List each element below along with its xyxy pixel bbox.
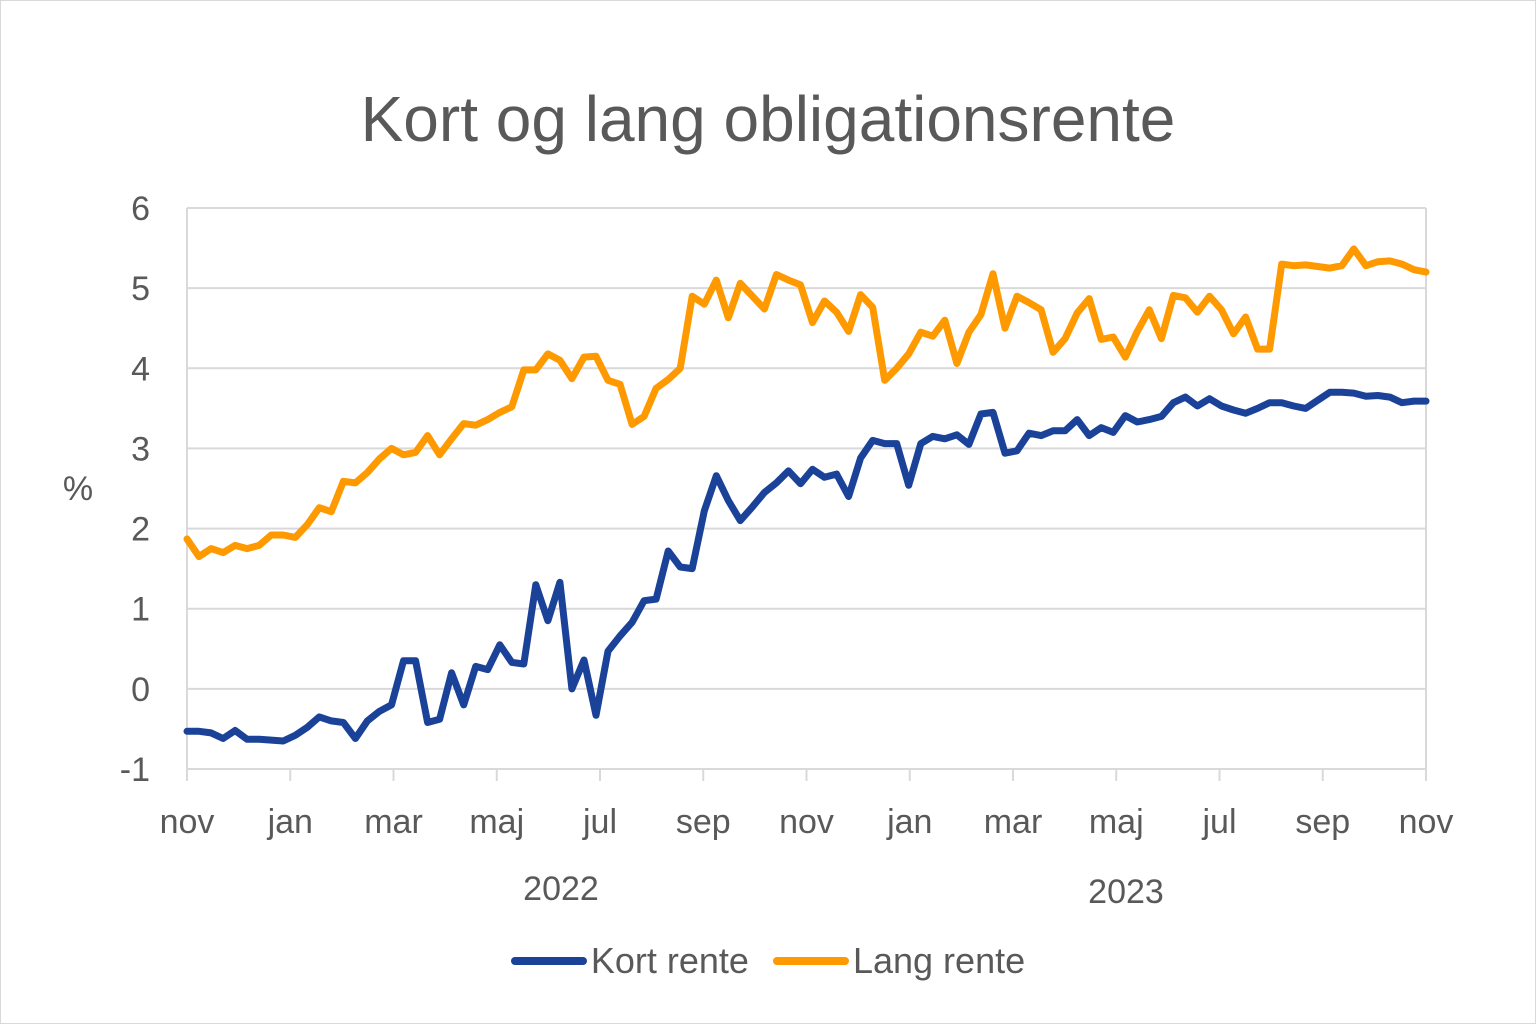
x-tick-label: nov: [160, 803, 215, 841]
series-line: [183, 388, 1430, 745]
y-tick-label: -1: [120, 751, 150, 789]
gridlines: [186, 207, 1427, 781]
y-tick-label: 3: [131, 430, 150, 468]
chart-title: Kort og lang obligationsrente: [360, 83, 1176, 155]
x-tick-label: jul: [1201, 803, 1236, 841]
legend-item-kort-rente: Kort rente: [510, 940, 749, 982]
x-tick-label: mar: [364, 803, 423, 841]
x-tick-label: jul: [582, 803, 617, 841]
x-tick-label: nov: [1399, 803, 1454, 841]
legend-swatch-kort: [510, 957, 587, 965]
year-label: 2022: [523, 870, 599, 908]
year-label: 2023: [1088, 873, 1164, 911]
x-tick-label: sep: [1295, 803, 1350, 841]
y-tick-label: 5: [131, 270, 150, 308]
legend-item-lang-rente: Lang rente: [772, 940, 1026, 982]
legend-label-lang: Lang rente: [852, 940, 1026, 981]
x-tick-label: jan: [886, 803, 932, 841]
data-lines: [183, 245, 1430, 745]
x-tick-label: maj: [1089, 803, 1144, 841]
x-axis-year-labels: 2022 2023: [523, 870, 1164, 911]
y-tick-label: 2: [131, 511, 150, 549]
series-line: [183, 245, 1430, 561]
x-tick-label: nov: [779, 803, 834, 841]
x-tick-label: maj: [469, 803, 524, 841]
legend-label-kort: Kort rente: [590, 940, 749, 981]
legend-swatch-lang: [772, 957, 849, 965]
y-tick-label: 6: [131, 190, 150, 228]
legend: Kort rente Lang rente: [0, 940, 1536, 982]
y-axis-ticks: -1 0 1 2 3 4 5 6: [120, 190, 150, 789]
y-tick-label: 1: [131, 591, 150, 629]
x-tick-label: sep: [676, 803, 731, 841]
y-axis-label: %: [63, 470, 93, 508]
x-tick-label: jan: [267, 803, 313, 841]
y-tick-label: 0: [131, 671, 150, 709]
y-tick-label: 4: [131, 350, 150, 388]
x-axis-ticks: nov jan mar maj jul sep nov jan mar maj jul sep nov: [160, 803, 1454, 841]
x-tick-label: mar: [984, 803, 1043, 841]
